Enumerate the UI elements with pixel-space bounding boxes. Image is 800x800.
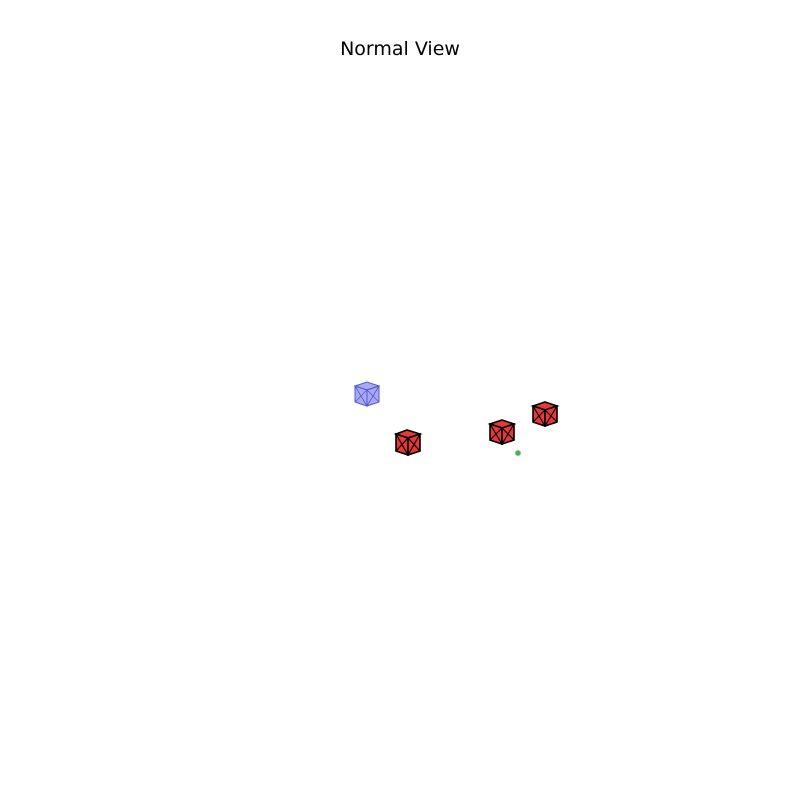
cube-obstacle[interactable] <box>393 429 423 457</box>
cube-diagonal <box>354 389 368 403</box>
view-title: Normal View <box>340 38 460 60</box>
cube-selected[interactable] <box>353 381 381 407</box>
cube-diagonal <box>532 409 546 423</box>
cube-diagonal <box>501 423 515 445</box>
cube-diagonal <box>395 437 409 452</box>
target-marker[interactable] <box>515 450 521 456</box>
cube-diagonal <box>366 385 380 407</box>
cube-obstacle[interactable] <box>530 401 560 428</box>
cube-diagonal <box>407 433 421 456</box>
cube-diagonal <box>489 427 503 441</box>
cube-obstacle[interactable] <box>487 419 517 446</box>
cube-diagonal <box>544 405 558 427</box>
